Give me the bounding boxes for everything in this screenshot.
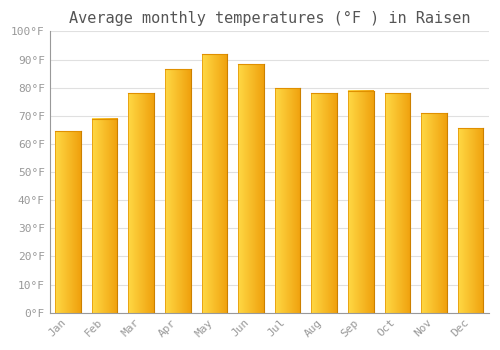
Title: Average monthly temperatures (°F ) in Raisen: Average monthly temperatures (°F ) in Ra…	[68, 11, 470, 26]
